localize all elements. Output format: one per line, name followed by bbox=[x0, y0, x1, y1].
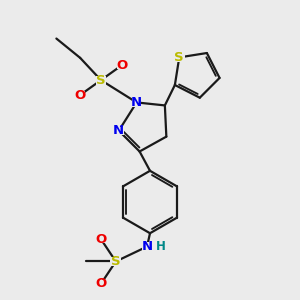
Bar bbox=[132, 98, 141, 106]
Text: N: N bbox=[113, 124, 124, 137]
Text: O: O bbox=[95, 233, 106, 246]
Bar bbox=[96, 280, 106, 288]
Bar bbox=[156, 243, 165, 250]
Bar bbox=[96, 235, 106, 243]
Text: N: N bbox=[142, 240, 153, 253]
Bar bbox=[174, 53, 184, 62]
Text: S: S bbox=[111, 255, 121, 268]
Text: S: S bbox=[174, 51, 184, 64]
Bar bbox=[96, 76, 106, 85]
Text: S: S bbox=[96, 74, 106, 87]
Text: O: O bbox=[116, 59, 128, 72]
Bar bbox=[110, 257, 121, 266]
Bar bbox=[75, 91, 85, 99]
Bar bbox=[114, 127, 124, 135]
Bar bbox=[142, 242, 152, 251]
Bar bbox=[117, 61, 127, 70]
Text: H: H bbox=[155, 240, 165, 253]
Text: O: O bbox=[74, 88, 86, 101]
Text: N: N bbox=[131, 96, 142, 109]
Text: O: O bbox=[95, 277, 106, 290]
